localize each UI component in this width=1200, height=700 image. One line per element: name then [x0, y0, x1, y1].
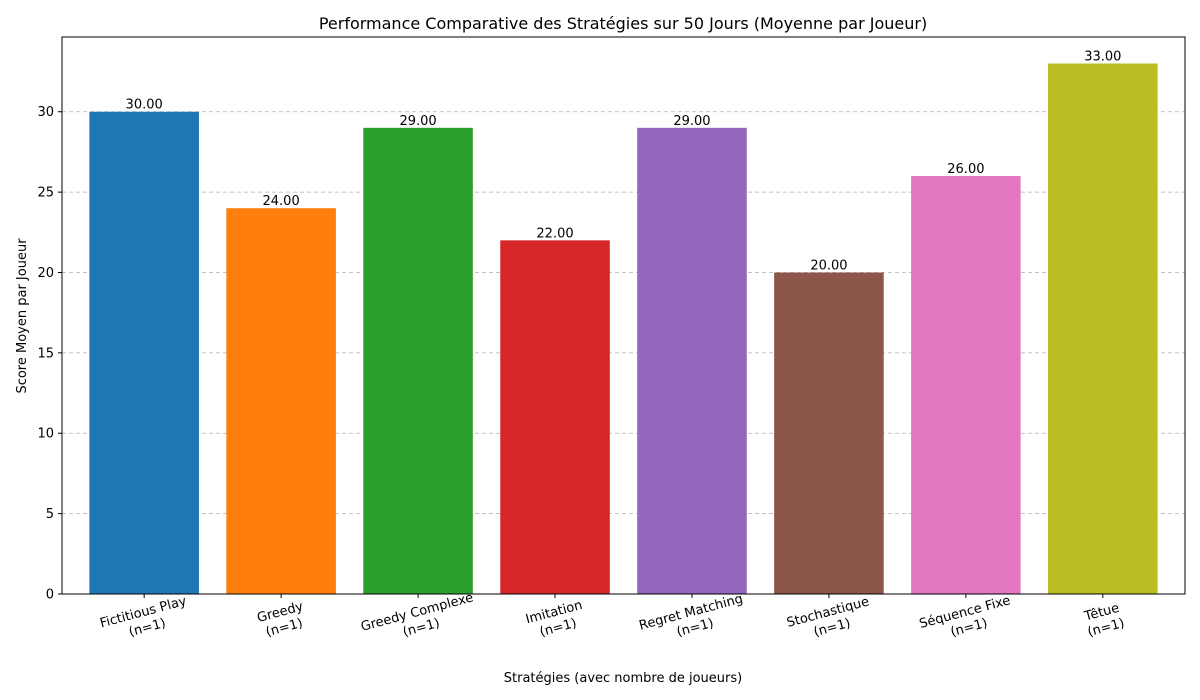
bar: [911, 176, 1021, 594]
y-axis-label: Score Moyen par Joueur: [15, 238, 30, 394]
bar: [774, 272, 884, 594]
y-tick-label: 20: [37, 266, 54, 281]
x-tick-label: Greedy Complexe(n=1): [359, 590, 475, 640]
bars: [89, 63, 1158, 595]
x-tick-label: Greedy(n=1): [256, 599, 306, 640]
y-tick-label: 0: [46, 588, 54, 603]
x-tick-label: Regret Matching(n=1): [638, 592, 745, 641]
x-tick-label: Séquence Fixe(n=1): [918, 593, 1012, 640]
bar-value-label: 33.00: [1084, 50, 1121, 65]
y-tick-label: 15: [37, 346, 54, 361]
bar-value-label: 22.00: [536, 226, 573, 241]
bar: [89, 111, 199, 595]
x-tick-label: Fictitious Play(n=1): [98, 594, 188, 640]
bar-value-label: 24.00: [263, 194, 300, 209]
data-labels: 30.00 24.00 29.00 22.00 29.00 20.00 26.00 33.00: [126, 50, 1122, 274]
chart-title: Performance Comparative des Stratégies s…: [319, 14, 927, 33]
bar: [226, 208, 336, 594]
x-axis-ticks: Fictitious Play(n=1) Greedy(n=1) Greedy Co…: [98, 590, 1126, 641]
bar-value-label: 30.00: [126, 98, 163, 113]
grid-lines: [62, 111, 1185, 515]
bar-value-label: 20.00: [810, 258, 847, 273]
bar-value-label: 26.00: [947, 162, 984, 177]
bar: [1048, 63, 1158, 595]
y-tick-label: 25: [37, 186, 54, 201]
y-axis-ticks: 0 5 10 15 20 25 30: [37, 105, 62, 603]
y-tick-label: 10: [37, 427, 54, 442]
plot-frame: [61, 36, 1186, 595]
y-tick-label: 5: [46, 507, 54, 522]
bar: [363, 127, 473, 595]
x-tick-label: Imitation(n=1): [524, 598, 584, 640]
x-tick-label: Têtue(n=1): [1082, 601, 1126, 640]
bar: [637, 127, 747, 595]
x-tick-label: Stochastique(n=1): [785, 594, 871, 640]
y-tick-label: 30: [37, 105, 54, 120]
x-axis-label: Stratégies (avec nombre de joueurs): [504, 671, 742, 686]
bar: [500, 240, 610, 594]
bar-value-label: 29.00: [399, 114, 436, 129]
bar-value-label: 29.00: [673, 114, 710, 129]
